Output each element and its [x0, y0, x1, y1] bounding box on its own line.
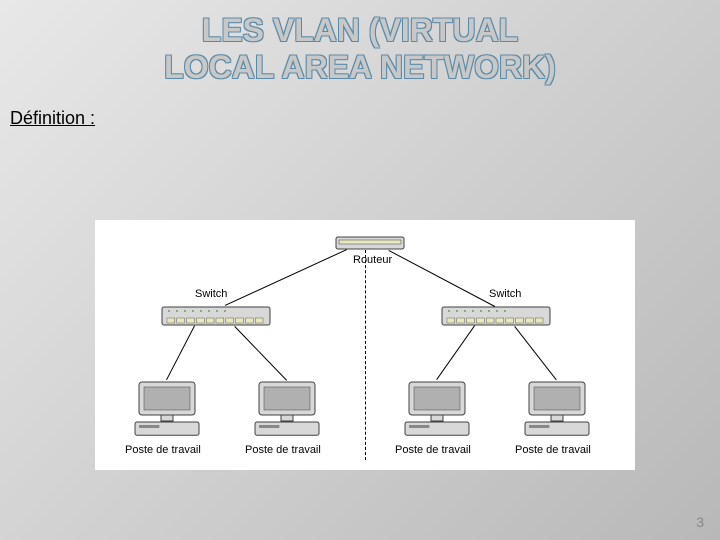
switch_r-label: Switch	[489, 288, 521, 300]
edge-router-switch_l	[225, 249, 347, 306]
pc-icon	[253, 380, 321, 440]
switch-icon	[161, 306, 271, 326]
edge-switch_l-pc1	[166, 326, 195, 380]
pc-icon	[133, 380, 201, 440]
edge-switch_l-pc2	[234, 326, 287, 381]
switch_l-label: Switch	[195, 288, 227, 300]
edge-switch_r-pc4	[514, 326, 557, 381]
edge-switch_r-pc3	[436, 325, 475, 380]
switch-icon	[441, 306, 551, 326]
pc3-label: Poste de travail	[395, 444, 471, 456]
pc2-label: Poste de travail	[245, 444, 321, 456]
title-line2: LOCAL AREA NETWORK)	[0, 49, 720, 86]
router-icon	[335, 234, 405, 252]
title-line1: LES VLAN (VIRTUAL	[0, 12, 720, 49]
section-heading: Définition :	[10, 108, 95, 129]
pc1-label: Poste de travail	[125, 444, 201, 456]
pc4-label: Poste de travail	[515, 444, 591, 456]
edge-router-switch_r	[389, 250, 495, 307]
page-title: LES VLAN (VIRTUAL LOCAL AREA NETWORK)	[0, 0, 720, 86]
pc-icon	[403, 380, 471, 440]
router-label: Routeur	[353, 254, 392, 266]
pc-icon	[523, 380, 591, 440]
vlan-divider	[365, 250, 366, 460]
network-diagram: Routeur Switch Switch Poste de travail Poste…	[95, 220, 635, 470]
page-number: 3	[696, 514, 704, 530]
